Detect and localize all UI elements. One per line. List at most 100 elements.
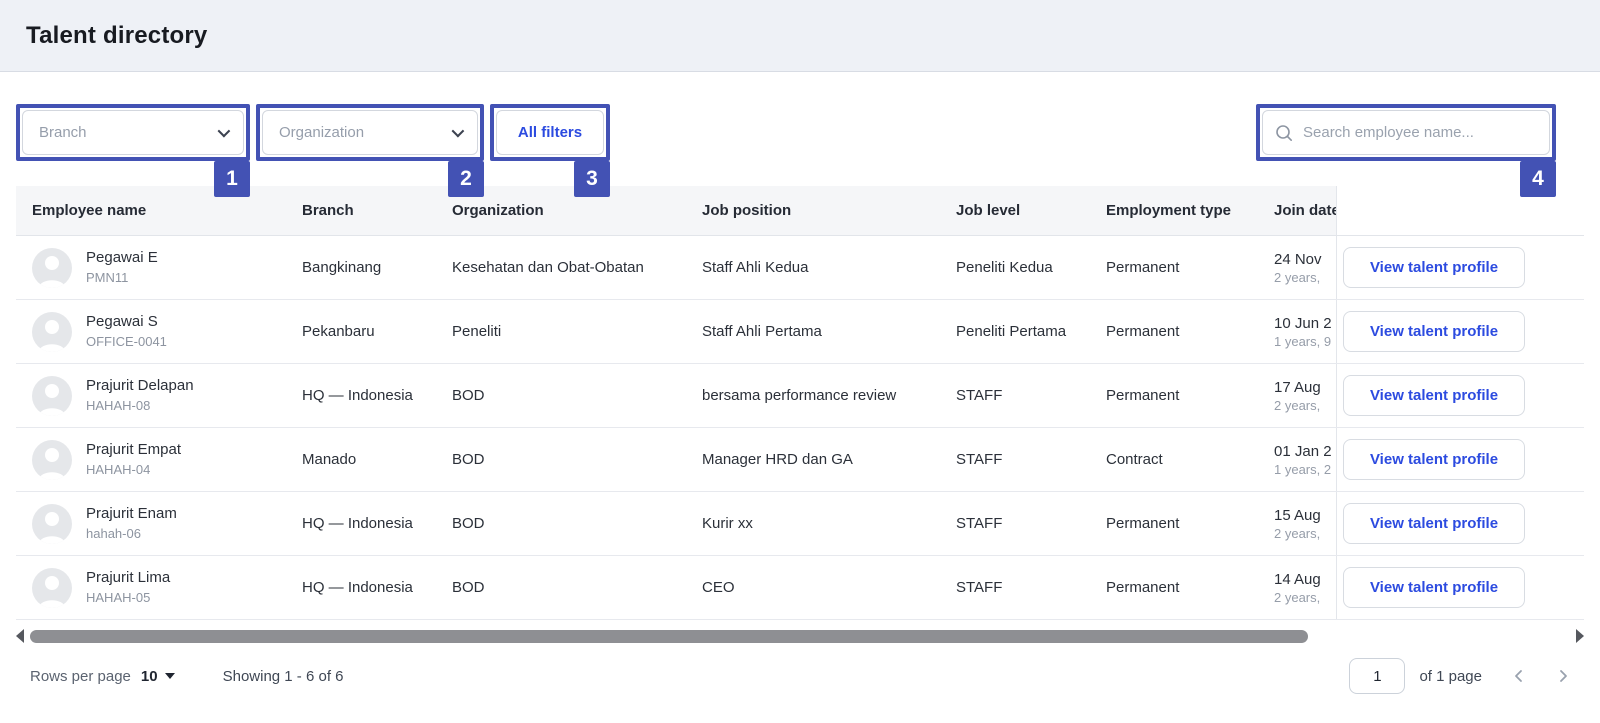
annotation-badge-1: 1 xyxy=(214,161,250,197)
employment-type-cell: Permanent xyxy=(1106,259,1180,276)
avatar xyxy=(32,567,72,608)
avatar xyxy=(32,503,72,544)
join-duration: 1 years, 2 xyxy=(1274,461,1332,477)
join-date-cell: 14 Aug 2 years, xyxy=(1274,569,1336,607)
branch-cell: HQ — Indonesia xyxy=(302,579,413,596)
employment-type-cell: Contract xyxy=(1106,451,1163,468)
table-row: Prajurit Empat HAHAH-04 Manado BOD Manag… xyxy=(16,428,1584,492)
action-cell: View talent profile xyxy=(1336,364,1584,427)
join-date-cell: 01 Jan 2 1 years, 2 xyxy=(1274,441,1336,479)
view-talent-profile-button[interactable]: View talent profile xyxy=(1343,503,1525,544)
action-cell: View talent profile xyxy=(1336,428,1584,491)
employee-cell: Prajurit Empat HAHAH-04 xyxy=(16,439,302,480)
job-level-cell: Peneliti Pertama xyxy=(956,323,1067,340)
join-date: 10 Jun 2 xyxy=(1274,314,1332,332)
column-header-branch: Branch xyxy=(302,202,354,219)
search-input[interactable] xyxy=(1303,124,1537,141)
join-duration: 1 years, 9 xyxy=(1274,333,1332,349)
employee-id: HAHAH-05 xyxy=(86,589,151,605)
branch-cell: Pekanbaru xyxy=(302,323,375,340)
scrollbar-track[interactable] xyxy=(30,629,1530,643)
job-level-cell: Peneliti Kedua xyxy=(956,259,1053,276)
table-row: Prajurit Lima HAHAH-05 HQ — Indonesia BO… xyxy=(16,556,1584,620)
join-duration: 2 years, xyxy=(1274,525,1321,541)
scrollbar-thumb[interactable] xyxy=(30,629,1308,643)
action-cell: View talent profile xyxy=(1336,236,1584,299)
branch-filter-dropdown[interactable]: Branch xyxy=(22,110,244,155)
employee-cell: Prajurit Delapan HAHAH-08 xyxy=(16,375,302,416)
caret-down-icon xyxy=(164,673,175,679)
column-header-employee-name: Employee name xyxy=(32,202,147,219)
annotation-box-2: Organization 2 xyxy=(256,104,484,197)
join-duration: 2 years, xyxy=(1274,397,1321,413)
job-position-cell: Manager HRD dan GA xyxy=(702,451,853,468)
job-position-cell: Staff Ahli Pertama xyxy=(702,323,822,340)
job-position-cell: CEO xyxy=(702,579,735,596)
annotation-badge-3: 3 xyxy=(574,161,610,197)
job-level-cell: STAFF xyxy=(956,387,1003,404)
branch-cell: HQ — Indonesia xyxy=(302,387,413,404)
job-position-cell: bersama performance review xyxy=(702,387,897,404)
employment-type-cell: Permanent xyxy=(1106,579,1180,596)
annotation-box-1: Branch 1 xyxy=(16,104,250,197)
join-date: 14 Aug xyxy=(1274,570,1321,588)
person-icon xyxy=(38,511,66,544)
table-row: Prajurit Enam hahah-06 HQ — Indonesia BO… xyxy=(16,492,1584,556)
chevron-down-icon xyxy=(451,124,465,138)
employee-id: PMN11 xyxy=(86,269,129,285)
join-duration: 2 years, xyxy=(1274,589,1321,605)
join-duration: 2 years, xyxy=(1274,269,1321,285)
page-number-input[interactable] xyxy=(1349,658,1406,694)
job-level-cell: STAFF xyxy=(956,451,1003,468)
annotation-badge-2: 2 xyxy=(448,161,484,197)
join-date-cell: 10 Jun 2 1 years, 9 xyxy=(1274,313,1336,351)
employee-cell: Pegawai S OFFICE-0041 xyxy=(16,311,302,352)
column-header-employment-type: Employment type xyxy=(1106,202,1232,219)
column-header-job-level: Job level xyxy=(956,202,1021,219)
previous-page-chevron-icon[interactable] xyxy=(1512,669,1526,683)
employee-name: Prajurit Lima xyxy=(86,569,171,587)
view-talent-profile-button[interactable]: View talent profile xyxy=(1343,311,1525,352)
avatar xyxy=(32,375,72,416)
join-date-cell: 24 Nov 2 years, xyxy=(1274,249,1336,287)
employment-type-cell: Permanent xyxy=(1106,387,1180,404)
organization-cell: BOD xyxy=(452,387,485,404)
job-position-cell: Kurir xx xyxy=(702,515,753,532)
scroll-right-arrow-icon[interactable] xyxy=(1576,629,1584,643)
chevron-down-icon xyxy=(217,124,231,138)
join-date-cell: 15 Aug 2 years, xyxy=(1274,505,1336,543)
rows-per-page-selector[interactable]: 10 xyxy=(141,668,175,685)
all-filters-button[interactable]: All filters xyxy=(496,110,604,155)
view-talent-profile-button[interactable]: View talent profile xyxy=(1343,375,1525,416)
talent-table: Employee name Branch Organization Job po… xyxy=(16,186,1584,620)
search-icon xyxy=(1276,124,1293,141)
organization-cell: Kesehatan dan Obat-Obatan xyxy=(452,259,644,276)
view-talent-profile-button[interactable]: View talent profile xyxy=(1343,567,1525,608)
organization-filter-dropdown[interactable]: Organization xyxy=(262,110,478,155)
organization-cell: BOD xyxy=(452,579,485,596)
employee-name: Pegawai S xyxy=(86,313,158,331)
employment-type-cell: Permanent xyxy=(1106,515,1180,532)
table-row: Pegawai E PMN11 Bangkinang Kesehatan dan… xyxy=(16,236,1584,300)
rows-per-page-value: 10 xyxy=(140,667,158,685)
next-page-chevron-icon[interactable] xyxy=(1556,669,1570,683)
scroll-left-arrow-icon[interactable] xyxy=(16,629,24,643)
table-row: Prajurit Delapan HAHAH-08 HQ — Indonesia… xyxy=(16,364,1584,428)
page-total-label: of 1 page xyxy=(1419,667,1482,685)
person-icon xyxy=(38,575,66,608)
employee-name: Prajurit Enam xyxy=(86,505,177,523)
job-position-cell: Staff Ahli Kedua xyxy=(702,259,809,276)
table-footer: Rows per page 10 Showing 1 - 6 of 6 of 1… xyxy=(30,658,1570,694)
annotation-box-3: All filters 3 xyxy=(490,104,610,197)
view-talent-profile-button[interactable]: View talent profile xyxy=(1343,439,1525,480)
branch-filter-label: Branch xyxy=(39,124,87,141)
join-date: 17 Aug xyxy=(1274,378,1321,396)
view-talent-profile-button[interactable]: View talent profile xyxy=(1343,247,1525,288)
branch-cell: Bangkinang xyxy=(302,259,382,276)
pagination: of 1 page xyxy=(1349,658,1570,694)
page-header: Talent directory xyxy=(0,0,1600,72)
employee-cell: Prajurit Enam hahah-06 xyxy=(16,503,302,544)
employee-id: HAHAH-04 xyxy=(86,461,151,477)
branch-cell: HQ — Indonesia xyxy=(302,515,413,532)
person-icon xyxy=(38,447,66,480)
